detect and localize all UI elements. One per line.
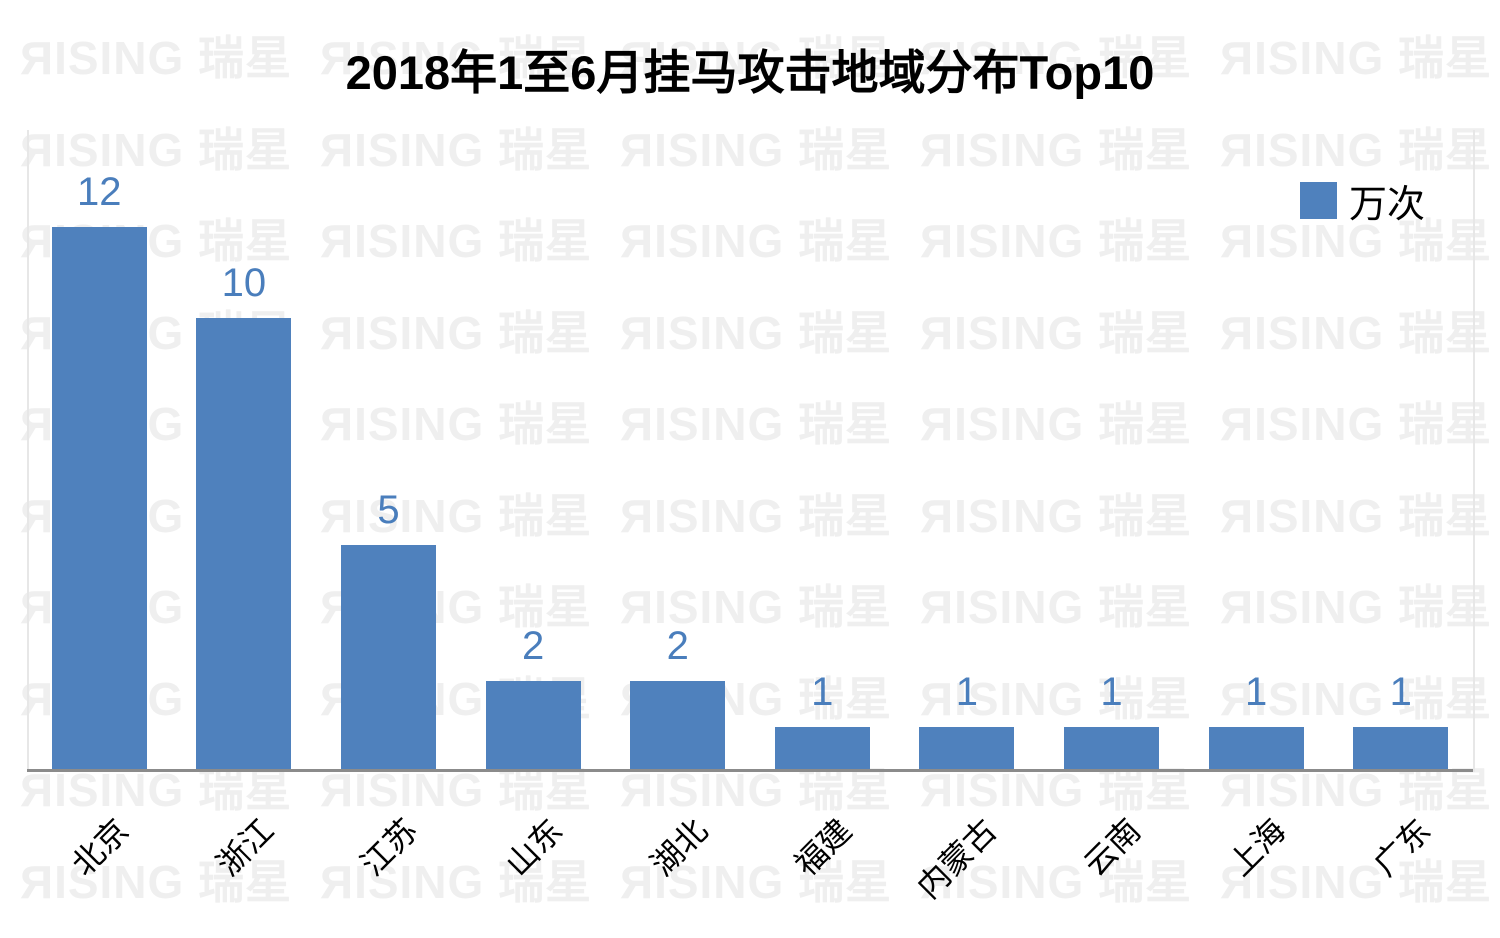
watermark-text: ЯISING 瑞星 — [920, 32, 1193, 84]
bar-浙江 — [196, 318, 292, 772]
bar-江苏 — [341, 545, 436, 772]
chart-title: 2018年1至6月挂马攻击地域分布Top10 — [345, 46, 1155, 99]
watermark-text: ЯISING 瑞星 — [920, 672, 1193, 725]
bar-value-label: 10 — [221, 261, 267, 305]
watermark-text: ЯISING 瑞星 — [1220, 855, 1493, 908]
watermark-text: ЯISING 瑞星 — [320, 32, 593, 84]
watermark-text: ЯISING 瑞星 — [620, 398, 893, 450]
watermark-text: ЯISING 瑞星 — [1220, 215, 1493, 267]
watermark-text: ЯISING 瑞星 — [1220, 306, 1493, 359]
watermark-text: ЯISING 瑞星 — [20, 764, 293, 816]
bar-value-label: 1 — [1244, 670, 1268, 714]
watermark-text: ЯISING 瑞星 — [920, 581, 1193, 633]
watermark-text: ЯISING 瑞星 — [1220, 123, 1493, 176]
bar-广东 — [1353, 727, 1449, 772]
x-axis-line — [27, 769, 1473, 772]
watermark-text: ЯISING 瑞星 — [920, 855, 1193, 908]
legend-label: 万次 — [1349, 184, 1426, 226]
watermark-text: ЯISING 瑞星 — [320, 215, 593, 267]
watermark-text: ЯISING 瑞星 — [920, 215, 1193, 267]
watermark-row: ЯISING 瑞星 ЯISING 瑞星 ЯISING 瑞星 ЯISING 瑞星 ЯISI… — [20, 127, 1500, 173]
watermark-text: ЯISING 瑞星 — [920, 123, 1193, 176]
watermark-text: ЯISING 瑞星 — [920, 306, 1193, 359]
bar-value-label: 12 — [77, 170, 122, 214]
bar-内蒙古 — [919, 727, 1015, 772]
watermark-text: ЯISING 瑞星 — [1220, 32, 1493, 84]
bar-value-label: 1 — [955, 670, 979, 714]
watermark-text: ЯISING 瑞星 — [620, 855, 893, 908]
watermark-text: ЯISING 瑞星 — [1220, 489, 1493, 542]
bar-value-label: 1 — [1100, 670, 1123, 714]
bar-value-label: 2 — [521, 624, 545, 668]
bar-北京 — [51, 227, 147, 772]
watermark-text: ЯISING 瑞星 — [620, 123, 893, 176]
watermark-row: ЯISING 瑞星 ЯISING 瑞星 ЯISING 瑞星 ЯISING 瑞星 ЯISI… — [20, 35, 1500, 81]
watermark-text: ЯISING 瑞星 — [20, 855, 293, 908]
watermark-row: ЯISING 瑞星 ЯISING 瑞星 ЯISING 瑞星 ЯISING 瑞星 ЯISI… — [20, 859, 1500, 905]
bar-山东 — [485, 681, 581, 772]
watermark-text: ЯISING 瑞星 — [620, 764, 893, 816]
bar-value-label: 1 — [1389, 670, 1412, 714]
watermark-text: ЯISING 瑞星 — [920, 764, 1193, 816]
legend: 万次 — [1300, 173, 1425, 228]
watermark-text: ЯISING 瑞星 — [1220, 398, 1493, 450]
bar-湖北 — [630, 681, 726, 772]
watermark-text: ЯISING 瑞星 — [20, 32, 293, 84]
watermark-text: ЯISING 瑞星 — [920, 398, 1193, 450]
watermark-text: ЯISING 瑞星 — [620, 581, 893, 633]
watermark-text: ЯISING 瑞星 — [1220, 581, 1493, 633]
bar-value-label: 1 — [811, 670, 834, 714]
watermark-text: ЯISING 瑞星 — [1220, 764, 1493, 816]
watermark-text: ЯISING 瑞星 — [920, 489, 1193, 542]
bar-value-label: 5 — [377, 488, 400, 532]
watermark-text: ЯISING 瑞星 — [320, 398, 593, 450]
watermark-text: ЯISING 瑞星 — [320, 855, 593, 908]
plot-area — [27, 130, 1475, 772]
bar-福建 — [774, 727, 870, 772]
watermark-text: ЯISING 瑞星 — [1220, 672, 1493, 725]
bar-上海 — [1208, 727, 1304, 772]
bar-云南 — [1064, 727, 1159, 772]
watermark-text: ЯISING 瑞星 — [320, 764, 593, 816]
watermark-row: ЯISING 瑞星 ЯISING 瑞星 ЯISING 瑞星 ЯISING 瑞星 ЯISI… — [20, 767, 1500, 813]
legend-swatch — [1300, 182, 1337, 219]
watermark-text: ЯISING 瑞星 — [620, 306, 893, 359]
watermark-text: ЯISING 瑞星 — [320, 489, 593, 542]
bar-value-label: 2 — [666, 624, 689, 668]
watermark-text: ЯISING 瑞星 — [20, 123, 293, 176]
watermark-text: ЯISING 瑞星 — [620, 32, 893, 84]
watermark-text: ЯISING 瑞星 — [320, 306, 593, 359]
watermark-text: ЯISING 瑞星 — [620, 489, 893, 542]
watermark-text: ЯISING 瑞星 — [620, 215, 893, 267]
watermark-text: ЯISING 瑞星 — [320, 123, 593, 176]
watermark-row: ЯISING 瑞星 ЯISING 瑞星 ЯISING 瑞星 ЯISING 瑞星 ЯISI… — [20, 493, 1500, 539]
